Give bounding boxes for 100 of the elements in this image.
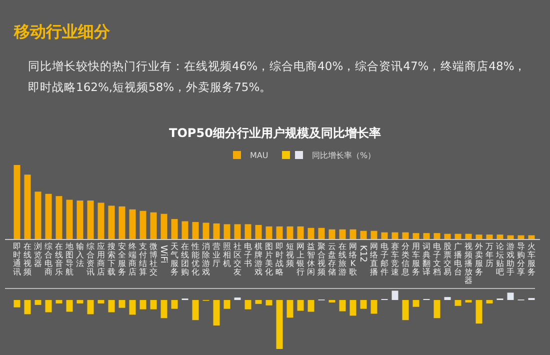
bar [518,235,524,239]
bar [392,290,398,300]
x-tick-label: 输入法 [76,242,84,268]
x-tick-label: 在线团购 [181,242,189,276]
x-tick-label: 安全服务 [118,242,126,276]
bar [171,219,178,239]
x-tick-label: 终端商店 [128,242,136,276]
bar [308,228,314,239]
x-tick-label: 云盘存储 [328,242,336,276]
chart-title: TOP50细分行业用户规模及同比增长率 [169,126,381,140]
bar [213,300,220,326]
bar [486,300,493,304]
x-tick-label: 聚合视频 [318,242,326,276]
x-tick-label: 广播电台 [454,242,462,276]
x-tick-label: 即时通讯 [13,242,21,276]
bar [412,300,420,307]
legend-label: MAU [250,151,268,160]
bar [286,300,294,318]
bar [108,300,115,312]
bar [87,300,94,314]
bar [87,200,94,239]
bar [266,300,272,306]
bar [129,209,136,239]
bar [370,300,378,314]
bar [150,300,157,310]
x-tick-label: 在线旅游 [338,242,346,276]
bar [118,300,126,308]
bar [129,300,136,315]
x-tick-label: 地图导航 [64,242,74,276]
bar [507,235,514,239]
bar [328,229,336,239]
bar [276,300,283,349]
x-tick-label: 视频播放器 [464,242,472,285]
x-tick-label: 微博社交 [150,242,158,276]
x-tick-label: 外卖服务 [475,242,483,276]
x-tick-label: 网上银行 [296,242,304,276]
bar [98,202,104,239]
bar [56,196,62,239]
bar [234,224,241,239]
bar [528,235,535,239]
x-tick-label: 应用商店 [97,242,105,276]
text: 移动行业细分 [14,22,110,43]
text: 同比增长较快的热门行业有：在线视频46%，综合电商40%，综合资讯47%，终端商店48%，即时战略162%,短视频58%，外卖服务75%。 [28,58,528,96]
bar [150,212,157,239]
bar [454,234,462,239]
x-tick-label: 网络K歌 [349,242,357,276]
bar [350,229,356,239]
bar [496,234,504,239]
x-tick-label: 火车服务 [528,242,536,276]
bar [118,206,126,239]
bar [286,226,294,239]
bar [255,300,262,304]
x-tick-label: 图片美化 [265,242,273,276]
bar [24,174,31,239]
bar [297,226,304,239]
bar [318,228,325,239]
x-tick-label: 分类信息 [400,242,410,276]
bar [224,224,230,239]
bar [224,300,230,309]
bar [108,206,115,239]
bar [454,300,462,306]
bar [412,233,420,239]
x-tick-label: 导购分享 [517,242,525,276]
bar [350,300,356,316]
x-tick-label: 电子书 [244,242,252,268]
bar [402,232,409,239]
bar [45,300,52,312]
x-tick-label: 棋牌游戏 [254,242,262,276]
bar [34,300,42,305]
x-tick-label: 游戏助手 [506,242,514,276]
bar [171,300,178,309]
bar [160,214,168,239]
bar [98,300,104,304]
x-tick-label: 消除游戏 [202,242,210,276]
x-tick-label: 电子文档 [432,242,441,276]
legend-label: 同比增长率（%） [312,151,376,160]
x-tick-label: 赛车竞速 [391,242,399,276]
x-tick-label: 搜索下载 [108,242,116,276]
bar [56,300,62,304]
bar [444,234,451,239]
bar [66,300,73,312]
x-tick-label: WiFi [158,245,168,264]
x-tick-label: 电子邮件 [380,242,388,276]
x-tick-label: 股票交易 [444,242,452,276]
bar [381,232,388,239]
bar [276,226,283,239]
x-tick-label: 性能优化 [190,242,200,276]
x-tick-label: K12 [358,245,368,262]
x-tick-label: 网络直播 [370,242,378,276]
x-tick-label: 社区交友 [234,242,242,276]
bar [45,194,52,239]
bar [140,210,146,239]
bar [370,230,378,239]
bar [423,233,430,239]
bar [76,200,84,239]
bar [255,224,262,239]
bar [244,224,252,239]
x-tick-label: 照相机 [223,242,231,268]
bar [507,292,514,300]
bar [266,226,272,239]
